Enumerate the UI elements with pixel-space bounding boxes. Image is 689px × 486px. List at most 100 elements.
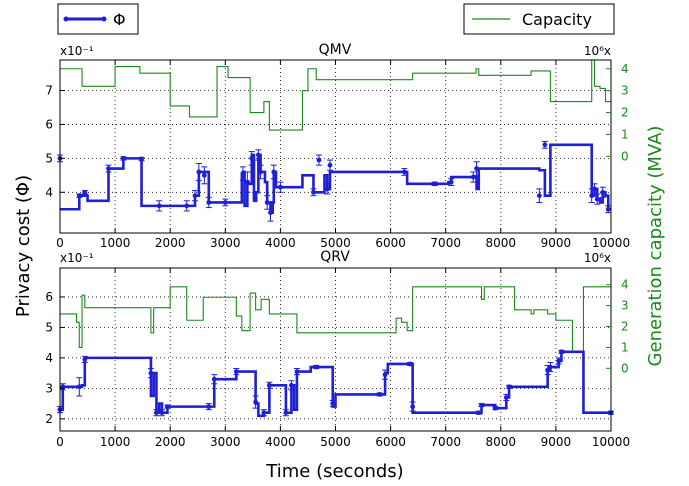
phi-marker [139,156,144,162]
y-tick-label-right: 3 [621,84,629,98]
y-tick-label-right: 2 [621,320,629,334]
phi-marker [106,166,111,171]
x-tick-label: 1000 [100,435,131,449]
legend-phi: Φ [57,3,139,35]
phi-marker [148,370,154,376]
capacity-series-qrv [60,286,611,353]
phi-marker [407,361,413,367]
phi-marker [253,399,259,405]
x-axis-label: Time (seconds) [265,461,403,482]
phi-marker [201,172,207,178]
y-tick-label-right: 4 [621,62,629,76]
phi-marker [594,196,600,202]
phi-marker [244,179,250,185]
phi-marker [311,189,316,195]
x-tick-label: 6000 [375,435,406,449]
y-axis-label-right: Generation capacity (MVA) [645,126,666,367]
phi-marker [184,203,190,209]
phi-marker [377,392,382,397]
capacity-line [60,286,611,353]
phi-marker [605,206,611,212]
ticks-qrv: 0 1000 2000 3000 4000 5000 6000 7000 8000 9000 100… [45,268,630,449]
phi-marker [294,369,300,374]
x-tick-label: 5000 [320,236,351,250]
x-tick-label: 2000 [155,236,186,250]
phi-marker [266,382,272,388]
y-tick-label-right: 0 [621,361,629,375]
left-multiplier-qmv: x10⁻¹ [60,44,94,58]
phi-marker [592,186,597,192]
x-tick-label: 10000 [592,435,630,449]
phi-marker [547,364,553,370]
y-tick-label-left: 4 [45,351,53,365]
phi-line [60,143,611,214]
phi-marker [316,157,322,163]
phi-marker [503,395,509,400]
phi-marker [261,410,267,416]
y-tick-label-left: 7 [45,84,53,98]
legend-phi-marker [101,16,107,22]
x-tick-label: 8000 [486,236,517,250]
phi-marker [382,372,388,378]
phi-marker [324,186,330,192]
phi-marker [196,169,202,175]
chart-title-qrv: QRV [320,249,350,265]
phi-marker [559,349,564,355]
chart-panel-qrv: QRV x10⁻¹ 10⁶x 0 1000 2000 3000 4000 5000 6000… [45,249,630,449]
legend-capacity-label: Capacity [522,10,592,29]
phi-marker [249,155,255,161]
phi-marker [233,369,239,374]
y-tick-label-right: 1 [621,340,629,354]
y-tick-label-left: 2 [45,412,53,426]
phi-marker [120,155,126,161]
y-tick-label-left: 3 [45,381,53,395]
y-tick-label-right: 0 [621,149,629,163]
phi-marker [448,179,454,185]
phi-marker [327,162,333,168]
legend-phi-marker [63,16,69,22]
x-tick-label: 0 [56,435,64,449]
capacity-line [60,59,611,131]
x-tick-label: 3000 [210,435,241,449]
phi-marker [556,358,562,364]
phi-marker [82,189,88,195]
x-tick-label: 6000 [375,236,406,250]
y-tick-label-left: 4 [45,185,53,199]
x-tick-label: 3000 [210,236,241,250]
capacity-series-qmv [60,59,611,131]
y-tick-label-right: 3 [621,299,629,313]
phi-marker [474,166,479,171]
y-tick-label-right: 1 [621,127,629,141]
phi-marker [240,171,246,177]
phi-marker [211,376,217,382]
x-tick-label: 8000 [486,435,517,449]
phi-marker [278,184,283,190]
y-tick-label-left: 6 [45,117,53,131]
x-tick-label: 1000 [100,236,131,250]
phi-marker [82,357,88,362]
phi-series-qrv [57,349,614,418]
phi-marker [330,401,336,406]
phi-marker [156,203,162,209]
right-multiplier-qrv: 10⁶x [584,251,611,265]
phi-marker [154,410,159,416]
phi-marker [536,193,542,199]
phi-marker [159,410,165,416]
phi-marker [492,405,498,411]
legend-capacity: Capacity [463,3,615,35]
chart-title-qmv: QMV [319,42,352,58]
x-tick-label: 10000 [592,236,630,250]
x-tick-label: 7000 [430,435,461,449]
phi-marker [479,402,484,408]
phi-marker [258,169,263,175]
x-tick-label: 4000 [265,236,296,250]
phi-marker [432,181,438,187]
phi-marker [271,169,277,175]
y-tick-label-left: 5 [45,151,53,165]
phi-marker [410,404,416,410]
x-tick-label: 9000 [541,236,572,250]
phi-marker [206,200,212,205]
phi-series-qmv [57,140,612,222]
phi-marker [222,200,228,205]
